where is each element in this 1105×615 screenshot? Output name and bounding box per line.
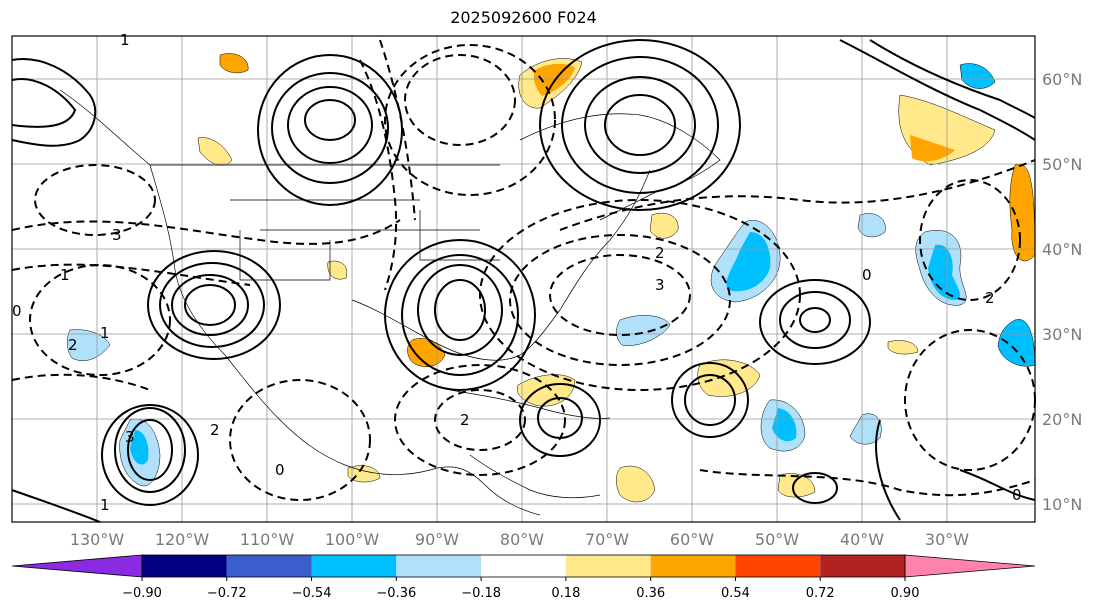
dashed-contours <box>11 39 1036 501</box>
blue-shade-small-3 <box>857 213 886 238</box>
yellow-shade-small-4 <box>327 260 348 280</box>
colorbar-extend-low <box>11 554 143 578</box>
yellow-shade-small-3 <box>887 340 919 355</box>
colorbar-swatch <box>311 555 397 577</box>
colorbar-swatch <box>142 555 227 577</box>
colorbar-label: 0.18 <box>551 586 580 601</box>
contour-label: 0 <box>275 461 285 479</box>
blue-core-sw-pacific <box>130 430 149 465</box>
contour-label: 1 <box>100 496 110 514</box>
gridlines <box>12 36 1035 522</box>
colorbar-outline <box>141 554 906 578</box>
contour-labels: 1 3 1 2 1 3 2 0 0 2 1 2 3 0 0 2 <box>12 31 1022 514</box>
colorbar-swatch <box>481 555 566 577</box>
contour-label: 2 <box>210 421 220 439</box>
map-area: 1 3 1 2 1 3 2 0 0 2 1 2 3 0 0 2 <box>11 31 1036 523</box>
blue-shade-small-1 <box>616 315 671 346</box>
colorbar-swatch <box>396 555 482 577</box>
lon-tick: 70°W <box>585 530 629 549</box>
yellow-shade-se-atl <box>777 473 816 498</box>
lat-tick: 40°N <box>1042 240 1082 259</box>
lon-tick: 80°W <box>500 530 544 549</box>
colorbar-swatch <box>735 555 821 577</box>
lon-tick: 60°W <box>670 530 714 549</box>
shaded-regions <box>67 53 1036 503</box>
colorbar-label: −0.72 <box>207 586 247 601</box>
contour-label: 1 <box>60 266 70 284</box>
lat-tick: 10°N <box>1042 495 1082 514</box>
lon-tick: 130°W <box>70 530 125 549</box>
lon-tick: 120°W <box>155 530 210 549</box>
lon-tick: 40°W <box>840 530 884 549</box>
orange-shade-east-edge <box>1009 164 1036 262</box>
contour-label: 1 <box>100 324 110 342</box>
contour-label: 2 <box>655 244 665 262</box>
blue-shade-far-east <box>997 319 1036 367</box>
longitude-labels: 130°W 120°W 110°W 100°W 90°W 80°W 70°W 6… <box>70 530 969 549</box>
lat-tick: 60°N <box>1042 70 1082 89</box>
colorbar-swatch <box>820 555 905 577</box>
lat-tick: 30°N <box>1042 325 1082 344</box>
lon-tick: 50°W <box>755 530 799 549</box>
lon-tick: 90°W <box>415 530 459 549</box>
contour-label: 0 <box>12 302 22 320</box>
blue-core-atl-20n <box>772 408 797 442</box>
colorbar-label: 0.72 <box>806 586 835 601</box>
colorbar-label: −0.36 <box>376 586 416 601</box>
latitude-labels: 10°N 20°N 30°N 40°N 50°N 60°N <box>1042 70 1082 514</box>
blue-shade-small-2 <box>67 329 111 361</box>
contour-label: 3 <box>125 428 135 446</box>
lon-tick: 30°W <box>925 530 969 549</box>
contour-label: 3 <box>112 226 122 244</box>
yellow-shade-pacific-nw <box>197 137 233 166</box>
yellow-shade-south <box>616 465 656 503</box>
colorbar-label: −0.90 <box>122 586 162 601</box>
blue-shade-small-5 <box>849 413 882 445</box>
solid-contours <box>11 39 1036 523</box>
lat-tick: 20°N <box>1042 410 1082 429</box>
colorbar-extend-high <box>904 554 1036 578</box>
blue-core-atlantic-2 <box>928 244 961 300</box>
yellow-shade-ne-us <box>649 212 679 239</box>
blue-core-atlantic-1 <box>726 232 771 292</box>
blue-shade-small-4 <box>959 63 996 89</box>
contour-label: 2 <box>68 336 78 354</box>
plot-title: 2025092600 F024 <box>450 8 597 27</box>
yellow-shade-small-1 <box>219 53 249 74</box>
contour-label: 2 <box>985 289 995 307</box>
contour-label: 0 <box>1012 486 1022 504</box>
lon-tick: 110°W <box>240 530 295 549</box>
contour-label: 0 <box>862 266 872 284</box>
colorbar-label: −0.18 <box>461 586 501 601</box>
contour-label: 1 <box>120 31 130 49</box>
lon-tick: 100°W <box>325 530 380 549</box>
contour-label: 3 <box>655 276 665 294</box>
contour-label: 2 <box>460 411 470 429</box>
colorbar-swatch <box>565 555 651 577</box>
colorbar: −0.90 −0.72 −0.54 −0.36 −0.18 0.18 0.36 0.54 0.7… <box>11 554 1036 601</box>
colorbar-label: 0.90 <box>891 586 920 601</box>
orange-core-ne-atl <box>910 135 955 162</box>
map-frame <box>11 35 1036 523</box>
colorbar-label: 0.36 <box>636 586 665 601</box>
colorbar-label: −0.54 <box>292 586 332 601</box>
lat-tick: 50°N <box>1042 155 1082 174</box>
colorbar-label: 0.54 <box>721 586 750 601</box>
colorbar-swatch <box>226 555 312 577</box>
colorbar-swatch <box>650 555 736 577</box>
